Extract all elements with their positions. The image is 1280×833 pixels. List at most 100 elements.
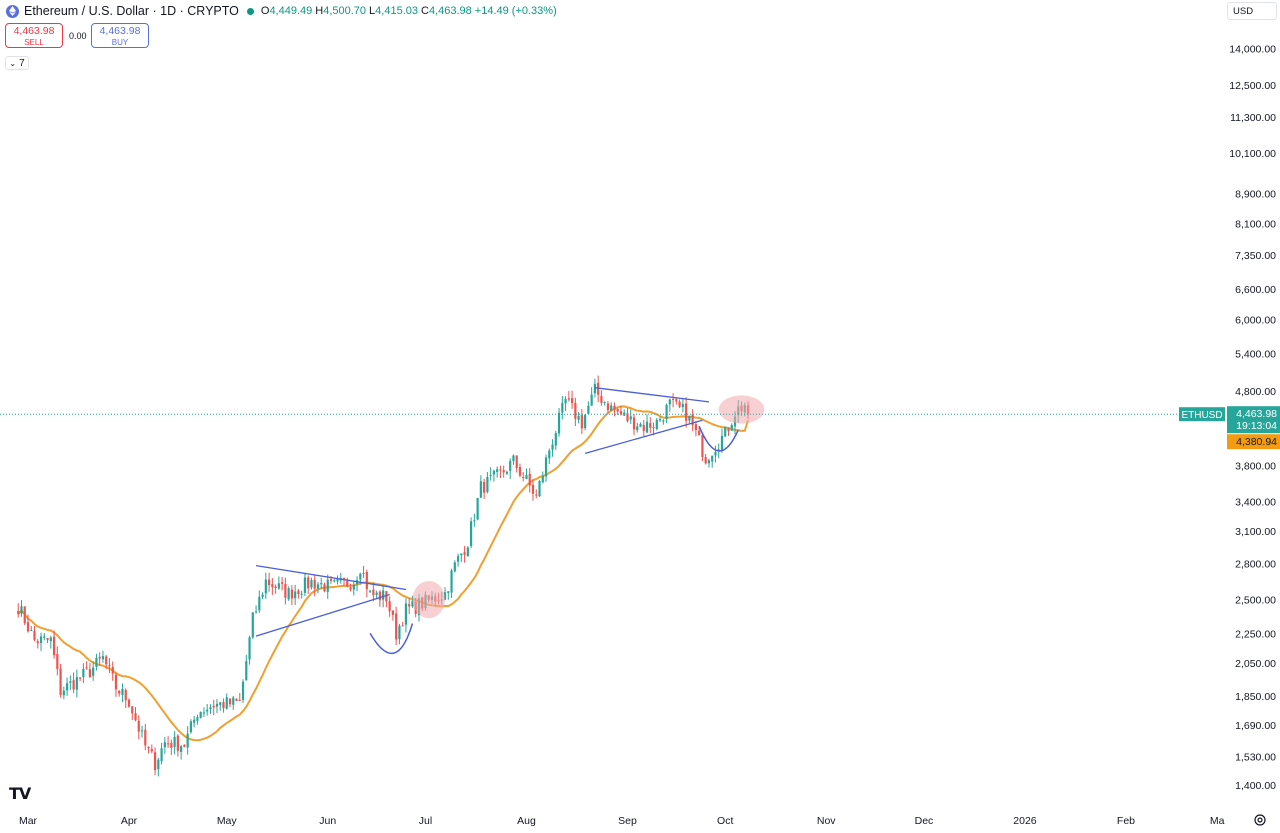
- candle: [277, 576, 280, 590]
- candle: [320, 578, 323, 589]
- candle-body: [443, 592, 447, 600]
- candle-body: [460, 553, 463, 556]
- candle: [69, 675, 72, 690]
- price-axis-label: 10,100.00: [1229, 148, 1276, 160]
- candle-body: [584, 414, 587, 429]
- ohlc-key: L: [369, 5, 376, 17]
- candle: [610, 402, 613, 411]
- candle: [271, 578, 274, 596]
- candle: [202, 707, 206, 717]
- candle-body: [551, 444, 554, 450]
- candle-body: [206, 709, 209, 712]
- candle: [124, 688, 127, 709]
- candle-body: [160, 748, 163, 762]
- buy-price: 4,463.98: [99, 25, 141, 37]
- candle: [281, 576, 284, 591]
- buy-button[interactable]: 4,463.98 BUY: [91, 23, 149, 48]
- candle: [535, 489, 538, 499]
- candle-body: [336, 579, 339, 582]
- candle: [711, 455, 714, 468]
- candle: [85, 661, 88, 671]
- candle-body: [271, 584, 274, 588]
- candle-body: [225, 697, 228, 709]
- candle-body: [186, 733, 189, 748]
- candle-body: [567, 398, 570, 400]
- candle-body: [245, 661, 248, 681]
- candle: [460, 553, 463, 563]
- candle: [232, 695, 235, 710]
- candle-body: [557, 412, 561, 434]
- currency-selector[interactable]: USD: [1227, 2, 1277, 20]
- ohlc-value: 4,500.70: [323, 5, 367, 17]
- candle-body: [398, 625, 401, 640]
- time-axis[interactable]: Mar Apr May Jun Jul Aug Sep Oct Nov Dec 2026 Feb Ma: [19, 815, 1225, 827]
- candle-body: [349, 587, 352, 590]
- time-axis-label: Apr: [121, 815, 138, 827]
- candle: [447, 591, 450, 600]
- candle: [157, 757, 160, 777]
- time-axis-label: Mar: [19, 815, 38, 827]
- price-axis-label: 8,100.00: [1235, 219, 1276, 231]
- candle-body: [183, 744, 186, 747]
- candle: [206, 703, 209, 716]
- gear-icon[interactable]: [1253, 813, 1267, 827]
- candle-body: [92, 667, 95, 676]
- ohlc-item: O4,449.49: [261, 5, 315, 17]
- price-axis-label: 3,100.00: [1235, 526, 1276, 538]
- candle-body: [222, 701, 225, 709]
- candle-body: [352, 585, 355, 590]
- candle-body: [375, 592, 378, 596]
- candle-body: [134, 713, 137, 721]
- price-axis-label: 2,500.00: [1235, 595, 1276, 607]
- candle: [619, 406, 623, 416]
- candle: [662, 419, 665, 425]
- chevron-down-icon: ⌄: [9, 58, 17, 68]
- candle-body: [362, 572, 365, 574]
- market-status-dot: [246, 7, 254, 15]
- symbol-title[interactable]: Ethereum / U.S. Dollar · 1D · CRYPTO: [24, 4, 239, 18]
- candle-body: [639, 424, 642, 427]
- price-axis[interactable]: 14,000.00 12,500.00 11,300.00 10,100.00 8,90…: [1229, 44, 1276, 792]
- candle: [671, 393, 675, 408]
- candle-body: [281, 582, 284, 584]
- ethereum-logo-icon: [6, 4, 19, 18]
- tradingview-logo-icon[interactable]: TV: [9, 784, 31, 803]
- candle-body: [632, 417, 636, 430]
- candle: [209, 704, 212, 714]
- candle: [704, 453, 707, 465]
- candle: [557, 408, 561, 437]
- candle: [707, 458, 711, 468]
- candle: [349, 583, 352, 592]
- cup-arc: [369, 623, 414, 654]
- candle-body: [469, 521, 473, 547]
- candle: [411, 595, 414, 608]
- candle-body: [193, 719, 196, 723]
- candle-body: [391, 610, 395, 615]
- candle-body: [525, 475, 528, 480]
- candle-body: [264, 579, 267, 594]
- candle-body: [176, 735, 179, 751]
- candle: [307, 575, 310, 594]
- candle: [456, 553, 460, 567]
- time-axis-label: Nov: [817, 815, 836, 827]
- ma-price-text: 4,380.94: [1236, 436, 1277, 448]
- candle-body: [202, 712, 206, 714]
- candle: [23, 606, 26, 626]
- candle: [642, 419, 645, 437]
- candle-body: [479, 481, 482, 498]
- candle: [39, 632, 43, 652]
- price-axis-label: 2,800.00: [1235, 558, 1276, 570]
- indicators-toggle[interactable]: ⌄ 7: [5, 56, 29, 70]
- ohlc-item: +14.49 (+0.33%): [475, 5, 560, 17]
- candle-body: [382, 590, 385, 600]
- candle-body: [662, 420, 665, 422]
- candle: [574, 397, 577, 427]
- candle-body: [408, 604, 411, 607]
- sell-button[interactable]: 4,463.98 SELL: [5, 23, 63, 48]
- candle: [587, 401, 590, 415]
- candle: [629, 409, 632, 425]
- candle-body: [577, 415, 580, 420]
- candle-body: [69, 681, 72, 683]
- candle: [720, 428, 724, 453]
